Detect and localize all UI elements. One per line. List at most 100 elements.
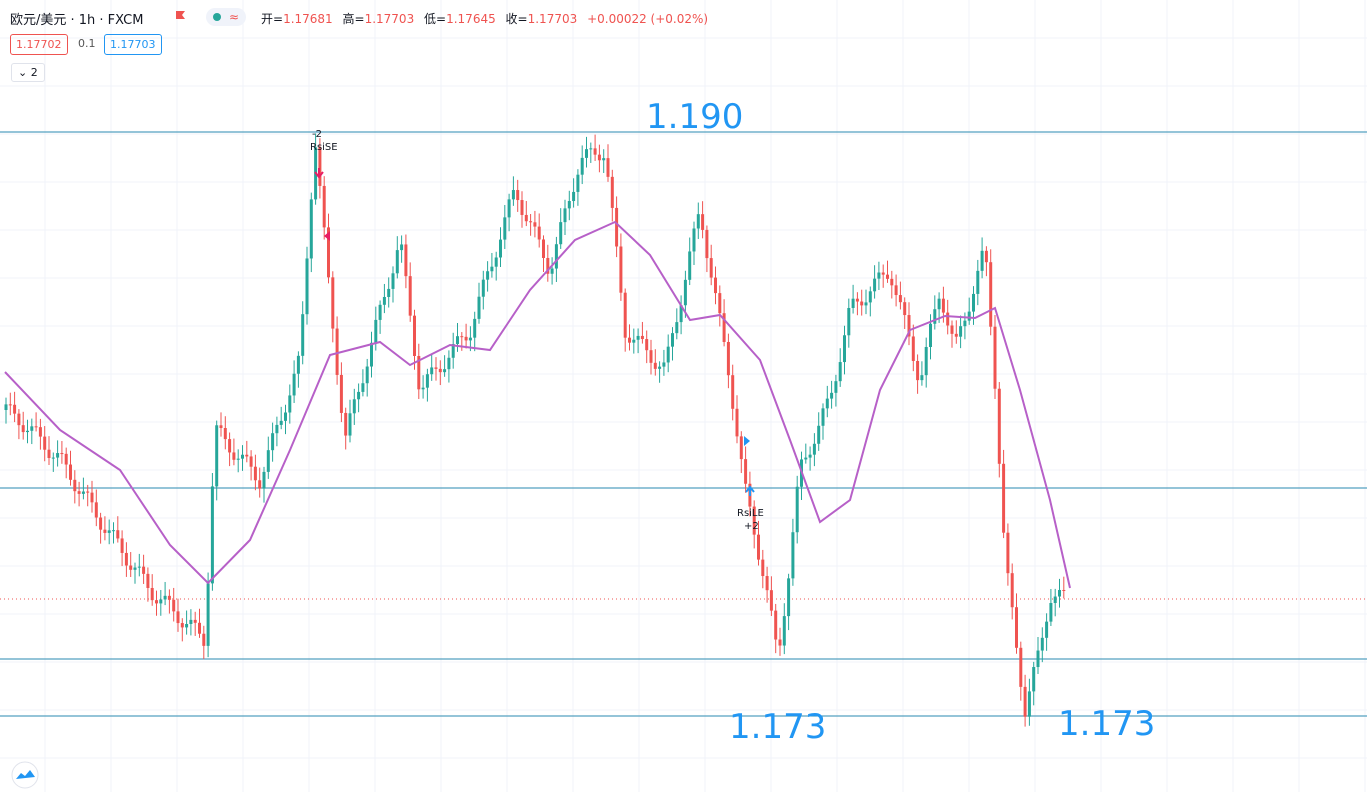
candle-body <box>99 517 103 530</box>
candle-body <box>361 383 365 392</box>
candle-body <box>408 276 412 316</box>
candle-body <box>718 293 722 314</box>
candle-body <box>309 199 313 259</box>
candle-body <box>886 274 889 279</box>
candle-body <box>516 190 520 201</box>
candle-body <box>215 425 219 487</box>
candle-body <box>946 312 950 326</box>
candle-body <box>628 337 631 343</box>
candle-body <box>821 408 825 426</box>
sell-button[interactable]: 1.17702 <box>10 34 68 55</box>
status-dot <box>213 13 221 21</box>
candle-body <box>739 436 743 460</box>
candle-body <box>649 350 653 363</box>
candle-body <box>120 538 124 553</box>
buy-arrow <box>745 485 755 496</box>
candle-body <box>645 339 649 351</box>
buy-marker <box>744 436 750 446</box>
candle-body <box>159 599 163 604</box>
indicator-toggle[interactable]: ⌄ 2 <box>11 63 45 82</box>
candle-body <box>679 305 683 323</box>
signal-qty: +2 <box>744 521 759 532</box>
candle-body <box>301 314 305 356</box>
candle-body <box>137 566 141 568</box>
candle-body <box>830 392 834 399</box>
candle-body <box>585 149 588 158</box>
candle-body <box>232 452 236 460</box>
candle-body <box>296 355 300 374</box>
candle-body <box>387 288 391 297</box>
candle-body <box>460 336 464 338</box>
candle-body <box>567 201 571 209</box>
candle-body <box>473 318 477 338</box>
low-label: 低= <box>424 12 447 26</box>
candle-body <box>868 291 872 303</box>
buy-button[interactable]: 1.17703 <box>104 34 162 55</box>
candle-body <box>490 266 494 272</box>
candle-body <box>348 413 352 436</box>
candle-body <box>524 214 528 222</box>
high-value: 1.17703 <box>364 12 415 26</box>
candle-body <box>976 270 980 294</box>
candle-body <box>507 199 511 218</box>
candle-body <box>1040 637 1044 651</box>
candle-body <box>550 268 554 274</box>
moving-average <box>4 220 1071 589</box>
level-label: 1.173 <box>1058 704 1156 744</box>
candle-body <box>636 335 640 340</box>
indicator-count: 2 <box>30 66 38 79</box>
candle-body <box>374 319 378 343</box>
candle-body <box>795 486 799 533</box>
candle-body <box>1045 621 1049 638</box>
candle-body <box>210 486 214 584</box>
candle-body <box>610 176 614 208</box>
candle-body <box>223 428 227 440</box>
candle-body <box>86 491 90 493</box>
candle-body <box>984 250 988 263</box>
candle-body <box>430 367 434 375</box>
candle-body <box>1023 686 1027 717</box>
candle-body <box>451 344 455 358</box>
candle-body <box>735 408 739 437</box>
candle-body <box>855 298 859 302</box>
candle-body <box>486 271 490 280</box>
candle-body <box>967 311 971 321</box>
candle-body <box>890 278 894 286</box>
candle-body <box>920 375 924 381</box>
candle-body <box>726 341 730 376</box>
candle-body <box>924 347 928 376</box>
candle-body <box>1062 589 1066 591</box>
candle-body <box>688 251 692 280</box>
signal-qty: -2 <box>312 129 322 140</box>
candle-body <box>206 583 210 646</box>
candle-body <box>13 404 17 414</box>
candle-body <box>1006 532 1010 574</box>
open-label: 开= <box>261 12 284 26</box>
candle-body <box>116 530 120 539</box>
candle-body <box>357 391 361 400</box>
candle-body <box>1036 650 1040 668</box>
candle-body <box>146 573 150 588</box>
candle-body <box>189 619 193 624</box>
candle-body <box>529 221 533 223</box>
candle-body <box>576 174 580 192</box>
candle-body <box>907 315 911 337</box>
close-value: 1.17703 <box>527 12 578 26</box>
candle-body <box>752 506 756 535</box>
candle-body <box>193 619 197 623</box>
candle-body <box>163 595 167 600</box>
candle-body <box>464 336 468 341</box>
candle-body <box>477 296 481 319</box>
candle-body <box>709 258 713 278</box>
candle-body <box>365 366 369 384</box>
candle-body <box>73 479 77 492</box>
candle-body <box>253 466 257 481</box>
candle-body <box>103 529 107 533</box>
candle-body <box>765 576 769 591</box>
candle-body <box>671 333 674 347</box>
candle-body <box>812 443 816 455</box>
logo-button[interactable] <box>11 761 39 789</box>
candle-body <box>51 457 55 459</box>
